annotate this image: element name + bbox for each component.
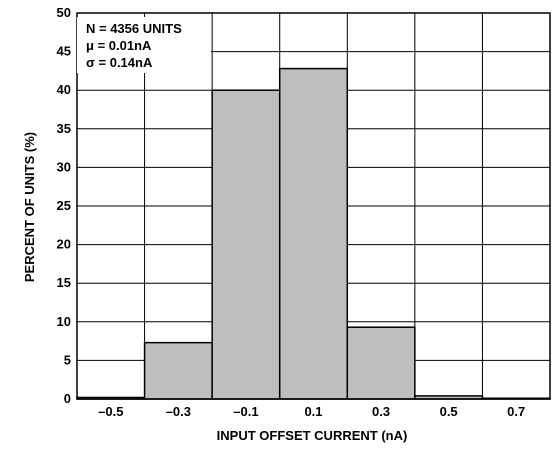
annotation-mu: μ = 0.01nA	[86, 38, 152, 53]
y-tick-label: 5	[64, 352, 71, 367]
histogram-bars	[76, 67, 551, 400]
x-axis-title: INPUT OFFSET CURRENT (nA)	[217, 428, 408, 443]
annotation-box	[77, 17, 211, 73]
y-tick-label: 30	[57, 159, 71, 174]
y-tick-label: 50	[57, 5, 71, 20]
y-tick-label: 20	[57, 237, 71, 252]
y-tick-label: 10	[57, 314, 71, 329]
y-axis-title: PERCENT OF UNITS (%)	[22, 132, 37, 282]
annotation-sigma: σ = 0.14nA	[86, 55, 153, 70]
histogram-bar	[211, 89, 281, 400]
histogram-bar	[278, 67, 349, 400]
histogram-bar	[346, 326, 416, 400]
annotation-n: N = 4356 UNITS	[86, 21, 182, 36]
x-tick-label: 0.1	[304, 404, 322, 419]
histogram-bar	[143, 341, 213, 400]
x-tick-labels: –0.5 –0.3 –0.1 0.1 0.3 0.5 0.7	[98, 404, 525, 419]
y-tick-labels: 0 5 10 15 20 25 30 35 40 45 50	[57, 5, 71, 406]
x-tick-label: –0.3	[166, 404, 191, 419]
y-tick-label: 25	[57, 198, 71, 213]
x-tick-label: 0.5	[440, 404, 458, 419]
x-tick-label: –0.5	[98, 404, 123, 419]
x-tick-label: 0.3	[372, 404, 390, 419]
y-tick-label: 15	[57, 275, 71, 290]
x-tick-label: –0.1	[233, 404, 258, 419]
y-tick-label: 45	[57, 44, 71, 59]
x-tick-label: 0.7	[507, 404, 525, 419]
y-tick-label: 40	[57, 82, 71, 97]
y-tick-label: 35	[57, 121, 71, 136]
plot-frame	[76, 12, 551, 400]
y-tick-label: 0	[64, 391, 71, 406]
